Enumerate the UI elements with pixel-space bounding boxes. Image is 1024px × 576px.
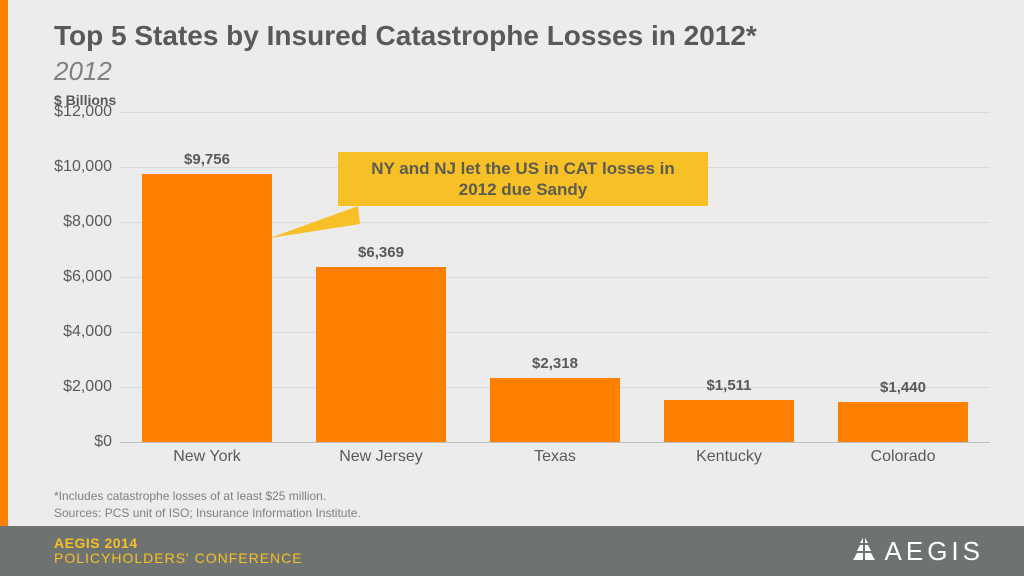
footer-tagline: POLICYHOLDERS' CONFERENCE	[54, 551, 303, 566]
bar	[316, 267, 446, 442]
xtick-label: Colorado	[816, 448, 990, 466]
xtick-label: Kentucky	[642, 448, 816, 466]
xtick-label: Texas	[468, 448, 642, 466]
footnote-line-2: Sources: PCS unit of ISO; Insurance Info…	[54, 505, 361, 522]
bar-value-label: $9,756	[142, 151, 272, 168]
ytick-label: $6,000	[40, 268, 112, 286]
bar-value-label: $6,369	[316, 244, 446, 261]
xtick-label: New Jersey	[294, 448, 468, 466]
aegis-logo-icon	[849, 536, 879, 566]
axis-baseline	[120, 442, 990, 443]
footer-left: AEGIS 2014 POLICYHOLDERS' CONFERENCE	[54, 536, 303, 567]
footer-logo: AEGIS	[849, 536, 984, 567]
footer-logo-text: AEGIS	[885, 536, 984, 567]
bar	[664, 400, 794, 442]
ytick-label: $12,000	[40, 103, 112, 121]
ytick-label: $2,000	[40, 378, 112, 396]
callout-text: NY and NJ let the US in CAT losses in 20…	[356, 158, 690, 201]
callout-box: NY and NJ let the US in CAT losses in 20…	[338, 152, 708, 206]
slide-title: Top 5 States by Insured Catastrophe Loss…	[54, 20, 757, 52]
footnotes: *Includes catastrophe losses of at least…	[54, 488, 361, 522]
accent-bar	[0, 0, 8, 576]
slide-subtitle: 2012	[54, 56, 112, 87]
ytick-label: $10,000	[40, 158, 112, 176]
bar-value-label: $2,318	[490, 355, 620, 372]
footnote-line-1: *Includes catastrophe losses of at least…	[54, 488, 361, 505]
footer-brand: AEGIS 2014	[54, 536, 303, 551]
ytick-label: $4,000	[40, 323, 112, 341]
bar-value-label: $1,511	[664, 377, 794, 394]
bar	[838, 402, 968, 442]
ytick-label: $8,000	[40, 213, 112, 231]
footer: AEGIS 2014 POLICYHOLDERS' CONFERENCE AEG…	[0, 526, 1024, 576]
bar-value-label: $1,440	[838, 379, 968, 396]
slide: Top 5 States by Insured Catastrophe Loss…	[0, 0, 1024, 576]
bar	[490, 378, 620, 442]
ytick-label: $0	[40, 433, 112, 451]
gridline	[120, 112, 990, 113]
bar	[142, 174, 272, 442]
xtick-label: New York	[120, 448, 294, 466]
